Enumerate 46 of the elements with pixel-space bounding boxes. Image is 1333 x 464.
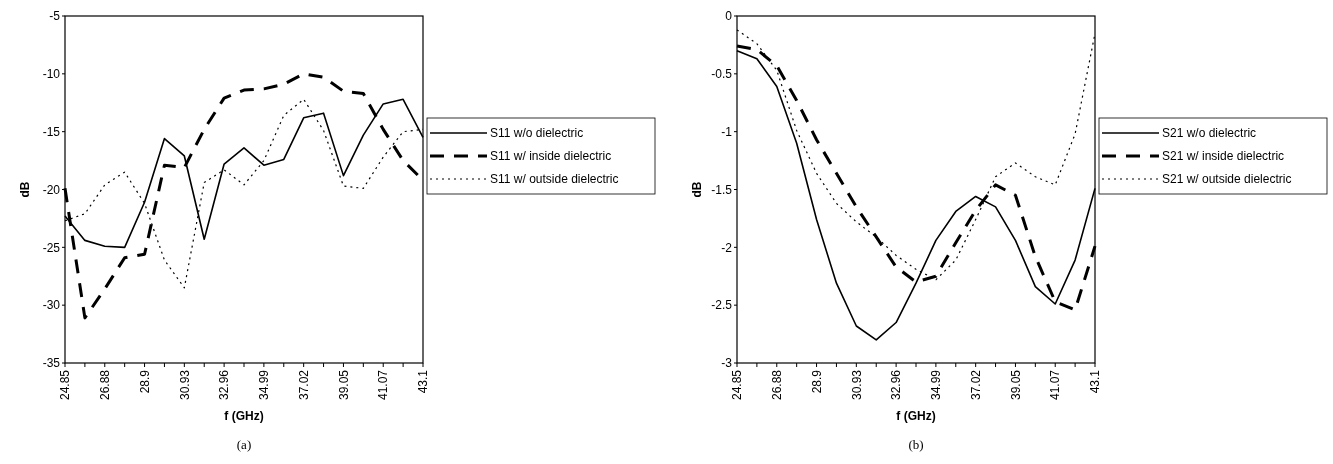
text: (b) [908, 437, 924, 452]
x-tick-label: 41.07 [1048, 369, 1063, 401]
y-tick-label: -1 [721, 124, 733, 139]
y-tick-label: 0 [725, 9, 733, 24]
x-axis-title: f (GHz) [224, 409, 264, 423]
y-tick-label: -2.5 [711, 298, 733, 313]
x-tick-label: 43.1 [416, 369, 431, 394]
legend-label: S11 w/ outside dielectric [490, 172, 619, 187]
y-tick-label: -0.5 [711, 67, 733, 82]
x-tick-label: 26.88 [97, 369, 112, 401]
text: (a) [236, 437, 252, 452]
x-tick-label: 37.02 [968, 369, 983, 401]
legend-label: S21 w/o dielectric [1162, 126, 1257, 141]
x-tick-label: 32.96 [217, 369, 232, 401]
x-tick-label: 30.93 [177, 369, 192, 401]
y-tick-label: -1.5 [711, 182, 733, 197]
y-axis-title: dB [690, 181, 704, 198]
legend-label: S21 w/ outside dielectric [1162, 172, 1292, 187]
legend-label: S11 w/o dielectric [490, 126, 584, 141]
y-tick-label: -25 [42, 240, 61, 255]
x-tick-label: 28.9 [137, 369, 152, 394]
y-tick-label: -2 [721, 240, 733, 255]
y-tick-label: -3 [721, 356, 733, 371]
legend-label: S21 w/ inside dielectric [1162, 149, 1285, 164]
y-tick-label: -10 [42, 67, 61, 82]
y-axis-title: dB [18, 181, 32, 198]
y-tick-label: -15 [42, 124, 61, 139]
x-tick-label: 26.88 [769, 369, 784, 401]
x-tick-label: 37.02 [296, 369, 311, 401]
legend-label: S11 w/ inside dielectric [490, 149, 612, 164]
x-tick-label: 41.07 [376, 369, 391, 401]
x-tick-label: 43.1 [1088, 369, 1103, 394]
y-tick-label: -35 [42, 356, 61, 371]
y-tick-label: -5 [49, 9, 61, 24]
x-tick-label: 24.85 [730, 369, 745, 401]
x-tick-label: 24.85 [58, 369, 73, 401]
x-tick-label: 39.05 [336, 369, 351, 401]
x-tick-label: 30.93 [849, 369, 864, 401]
x-tick-label: 34.99 [257, 369, 272, 401]
y-tick-label: -30 [42, 298, 61, 313]
x-tick-label: 32.96 [889, 369, 904, 401]
x-tick-label: 28.9 [809, 369, 824, 394]
x-tick-label: 34.99 [929, 369, 944, 401]
y-tick-label: -20 [42, 182, 61, 197]
x-tick-label: 39.05 [1008, 369, 1023, 401]
x-axis-title: f (GHz) [896, 409, 936, 423]
